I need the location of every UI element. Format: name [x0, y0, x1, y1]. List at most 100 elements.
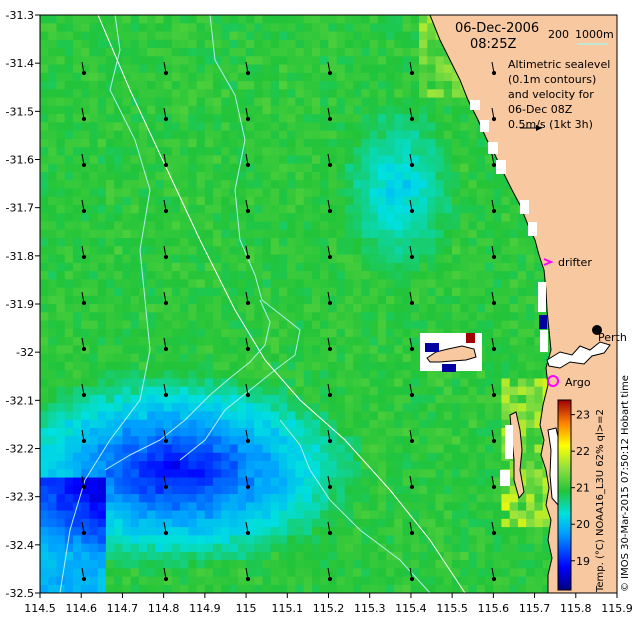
velocity-arrow-head: [163, 162, 169, 168]
velocity-arrow-head: [245, 576, 251, 582]
y-tick-label: -32.2: [6, 443, 34, 456]
velocity-arrow-head: [327, 116, 333, 122]
y-tick-label: -32.4: [6, 539, 34, 552]
velocity-arrow-head: [491, 70, 497, 76]
velocity-arrow-head: [81, 208, 87, 214]
velocity-arrow-head: [409, 162, 415, 168]
velocity-arrow-head: [491, 162, 497, 168]
y-tick-label: -32.3: [6, 491, 34, 504]
legend-line4: 06-Dec 08Z: [508, 103, 573, 116]
velocity-arrow-head: [163, 116, 169, 122]
isobath-line: [97, 15, 466, 593]
x-tick-label: 115.8: [560, 602, 592, 615]
y-tick-label: -31.9: [6, 298, 34, 311]
velocity-arrow-head: [81, 484, 87, 490]
velocity-arrow-head: [327, 392, 333, 398]
sealevel-contours: [59, 15, 431, 593]
map-time: 08:25Z: [470, 37, 516, 52]
x-tick-label: 115.6: [478, 602, 510, 615]
velocity-arrow-head: [245, 116, 251, 122]
velocity-arrow-head: [245, 438, 251, 444]
velocity-arrow-head: [245, 208, 251, 214]
velocity-arrow-head: [81, 254, 87, 260]
x-tick-label: 114.7: [107, 602, 139, 615]
x-tick-label: 115: [236, 602, 257, 615]
x-tick-label: 114.5: [24, 602, 56, 615]
x-tick-label: 115.1: [272, 602, 304, 615]
velocity-arrow-head: [409, 208, 415, 214]
velocity-arrow-head: [491, 300, 497, 306]
garden-island: [509, 411, 525, 500]
velocity-arrow-head: [163, 254, 169, 260]
legend-arrow: [520, 125, 542, 131]
velocity-arrow-head: [491, 576, 497, 582]
velocity-arrow-head: [491, 254, 497, 260]
x-axis: 114.5 114.6 114.7 114.8 114.9 115 115.1 115.2 11…: [24, 593, 633, 615]
y-tick-label: -31.5: [6, 105, 34, 118]
y-tick-label: -31.4: [6, 57, 34, 70]
perth-marker-icon: [592, 325, 602, 335]
velocity-arrow-head: [81, 346, 87, 352]
velocity-arrow-head: [163, 438, 169, 444]
velocity-arrow-head: [409, 346, 415, 352]
velocity-arrow-head: [327, 576, 333, 582]
map-date: 06-Dec-2006: [455, 21, 539, 36]
x-tick-label: 115.5: [436, 602, 468, 615]
scale-1000: 1000m: [575, 28, 614, 41]
velocity-arrow-head: [409, 438, 415, 444]
velocity-arrow-head: [245, 300, 251, 306]
velocity-arrow-head: [327, 438, 333, 444]
velocity-arrow-head: [491, 484, 497, 490]
colorbar-ticks: 19 20 21 22 23: [571, 409, 590, 568]
swan-river: [546, 341, 611, 369]
velocity-arrow-head: [409, 254, 415, 260]
legend-line3: and velocity for: [508, 88, 594, 101]
coastal-dark-cell: [539, 315, 547, 329]
velocity-arrow-head: [327, 208, 333, 214]
y-tick-label: -32.5: [6, 587, 34, 600]
velocity-arrow-head: [245, 530, 251, 536]
velocity-arrow-head: [409, 300, 415, 306]
sst-field: [40, 15, 617, 593]
velocity-arrow-head: [409, 484, 415, 490]
y-tick-label: -31.8: [6, 250, 34, 263]
velocity-arrow-head: [163, 392, 169, 398]
x-tick-label: 115.2: [313, 602, 345, 615]
x-tick-label: 115.9: [601, 602, 633, 615]
velocity-arrow-head: [327, 162, 333, 168]
velocity-arrow-head: [491, 346, 497, 352]
velocity-arrow-head: [81, 392, 87, 398]
drifter-marker-icon: [543, 258, 554, 266]
velocity-arrows: [81, 61, 497, 582]
colorbar-tick-label: 23: [576, 409, 590, 422]
x-tick-label: 115.7: [519, 602, 551, 615]
x-tick-label: 114.6: [65, 602, 97, 615]
velocity-arrow-head: [327, 254, 333, 260]
velocity-arrow-head: [81, 530, 87, 536]
y-tick-label: -32: [16, 346, 34, 359]
velocity-arrow-head: [491, 438, 497, 444]
y-tick-label: -31.6: [6, 154, 34, 167]
colorbar: [557, 399, 572, 591]
colorbar-tick-label: 22: [576, 445, 590, 458]
drifter-label: drifter: [558, 256, 592, 269]
velocity-arrow-head: [327, 346, 333, 352]
velocity-arrow-head: [245, 346, 251, 352]
velocity-arrow-head: [245, 484, 251, 490]
velocity-arrow-head: [327, 484, 333, 490]
velocity-arrow-head: [81, 438, 87, 444]
argo-label: Argo: [565, 376, 591, 389]
velocity-arrow-head: [81, 300, 87, 306]
velocity-arrow-head: [491, 208, 497, 214]
velocity-arrow-head: [491, 116, 497, 122]
x-tick-label: 114.9: [189, 602, 221, 615]
legend-line5: 0.5m/s (1kt 3h): [508, 118, 593, 131]
velocity-arrow-head: [245, 162, 251, 168]
perth-label: Perth: [598, 331, 627, 344]
sst-warm-cell: [466, 333, 475, 343]
velocity-arrow-head: [81, 70, 87, 76]
velocity-arrow-head: [81, 162, 87, 168]
colorbar-tick-label: 19: [576, 555, 590, 568]
velocity-arrow-head: [327, 70, 333, 76]
